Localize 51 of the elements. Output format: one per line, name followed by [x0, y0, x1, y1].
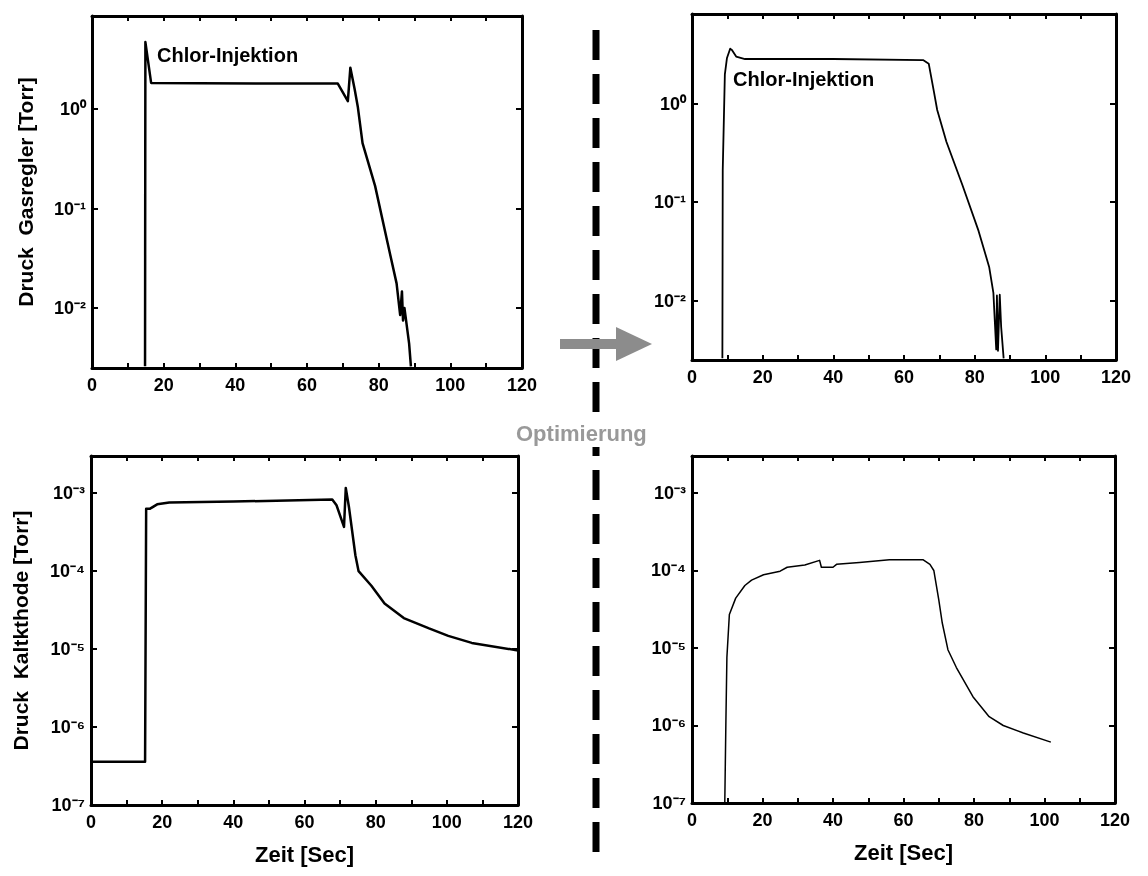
y-tick-label: 10⁻³: [52, 483, 86, 504]
y-tick-label: 10⁻⁶: [651, 715, 686, 736]
x-tick-label: 120: [1099, 810, 1131, 830]
y-tick-label: 10⁰: [659, 93, 687, 114]
x-tick-label: 20: [153, 375, 174, 395]
x-tick-label: 40: [225, 375, 246, 395]
x-tick-label: 0: [686, 367, 698, 387]
x-tick-label: 60: [294, 812, 315, 832]
x-tick-label: 80: [963, 810, 985, 830]
x-tick-label: 100: [1030, 367, 1061, 387]
x-tick-label: 100: [1029, 810, 1060, 830]
x-tick-label: 0: [85, 812, 97, 832]
x-tick-label: 80: [365, 812, 386, 832]
y-tick-label: 10⁰: [59, 99, 87, 120]
annotation: Chlor-Injektion: [731, 68, 877, 91]
y-tick-label: 10⁻⁶: [50, 717, 85, 738]
y-tick-label: 10⁻⁴: [651, 560, 686, 581]
x-tick-label: 40: [822, 810, 844, 830]
x-tick-label: 100: [431, 812, 462, 832]
y-axis-title: Druck Kaltkthode [Torr]: [9, 510, 32, 751]
y-tick-label: 10⁻²: [53, 298, 87, 319]
x-tick-label: 40: [823, 367, 844, 387]
x-tick-label: 20: [152, 812, 173, 832]
y-tick-label: 10⁻³: [653, 482, 687, 503]
x-tick-label: 120: [1100, 367, 1132, 387]
x-tick-label: 0: [686, 810, 698, 830]
x-tick-label: 80: [368, 375, 389, 395]
x-tick-label: 120: [502, 812, 534, 832]
y-tick-label: 10⁻⁴: [50, 561, 85, 582]
x-tick-label: 0: [86, 375, 98, 395]
x-tick-label: 40: [223, 812, 244, 832]
x-tick-label: 60: [893, 810, 914, 830]
x-tick-label: 60: [296, 375, 318, 395]
y-tick-label: 10⁻⁵: [50, 639, 85, 660]
x-tick-label: 20: [752, 367, 773, 387]
x-tick-label: 120: [506, 375, 538, 395]
y-axis-title: Druck Gasregler [Torr]: [14, 77, 37, 307]
x-tick-label: 80: [964, 367, 985, 387]
y-tick-label: 10⁻¹: [53, 198, 87, 219]
y-tick-label: 10⁻⁷: [51, 795, 85, 815]
x-axis-title: Zeit [Sec]: [853, 839, 954, 865]
y-tick-label: 10⁻¹: [653, 192, 687, 213]
x-tick-label: 20: [752, 810, 773, 830]
text: Optimierung: [514, 421, 649, 447]
x-tick-label: 100: [435, 375, 466, 395]
y-tick-label: 10⁻⁷: [652, 793, 686, 813]
y-tick-label: 10⁻²: [653, 290, 687, 311]
annotation: Chlor-Injektion: [155, 44, 301, 67]
x-tick-label: 60: [893, 367, 915, 387]
y-tick-label: 10⁻⁵: [651, 637, 686, 658]
x-axis-title: Zeit [Sec]: [254, 841, 355, 867]
